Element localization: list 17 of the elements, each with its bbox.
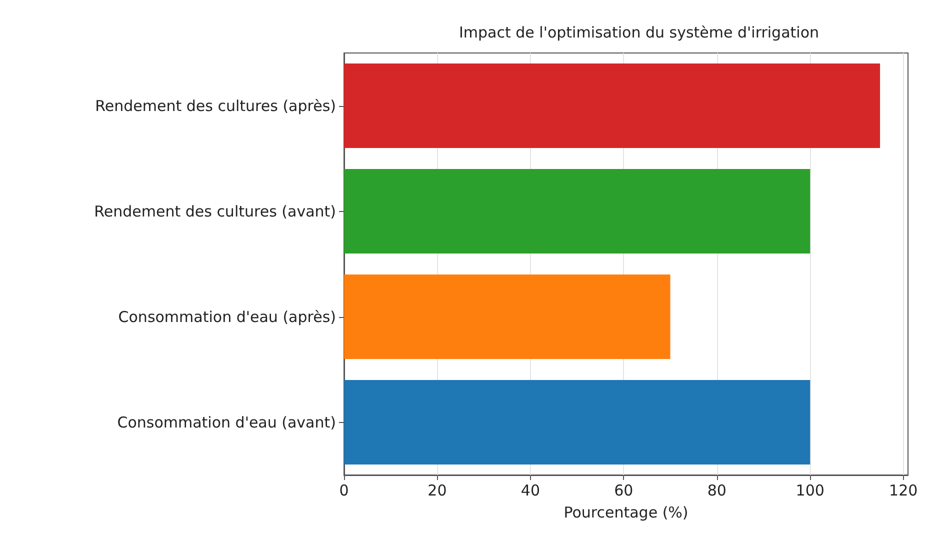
x-tick-label: 60 [614,482,634,500]
bar [344,64,880,148]
bar [344,274,670,359]
bar [344,380,810,464]
x-tick-label: 40 [520,482,540,500]
y-tick-label: Rendement des cultures (après) [95,96,336,115]
chart-title: Impact de l'optimisation du système d'irrigation [458,24,820,42]
x-tick-label: 80 [707,482,726,500]
y-tick-label: Consommation d'eau (avant) [117,413,336,432]
y-tick-label: Rendement des cultures (avant) [94,202,336,220]
x-tick-label: 20 [428,482,447,500]
x-tick-label: 120 [889,482,918,500]
y-tick-label: Consommation d'eau (après) [118,308,336,326]
x-axis-title: Pourcentage (%) [564,504,688,522]
bar [344,169,810,254]
x-tick-label: 0 [339,482,349,500]
x-tick-label: 100 [796,482,824,500]
